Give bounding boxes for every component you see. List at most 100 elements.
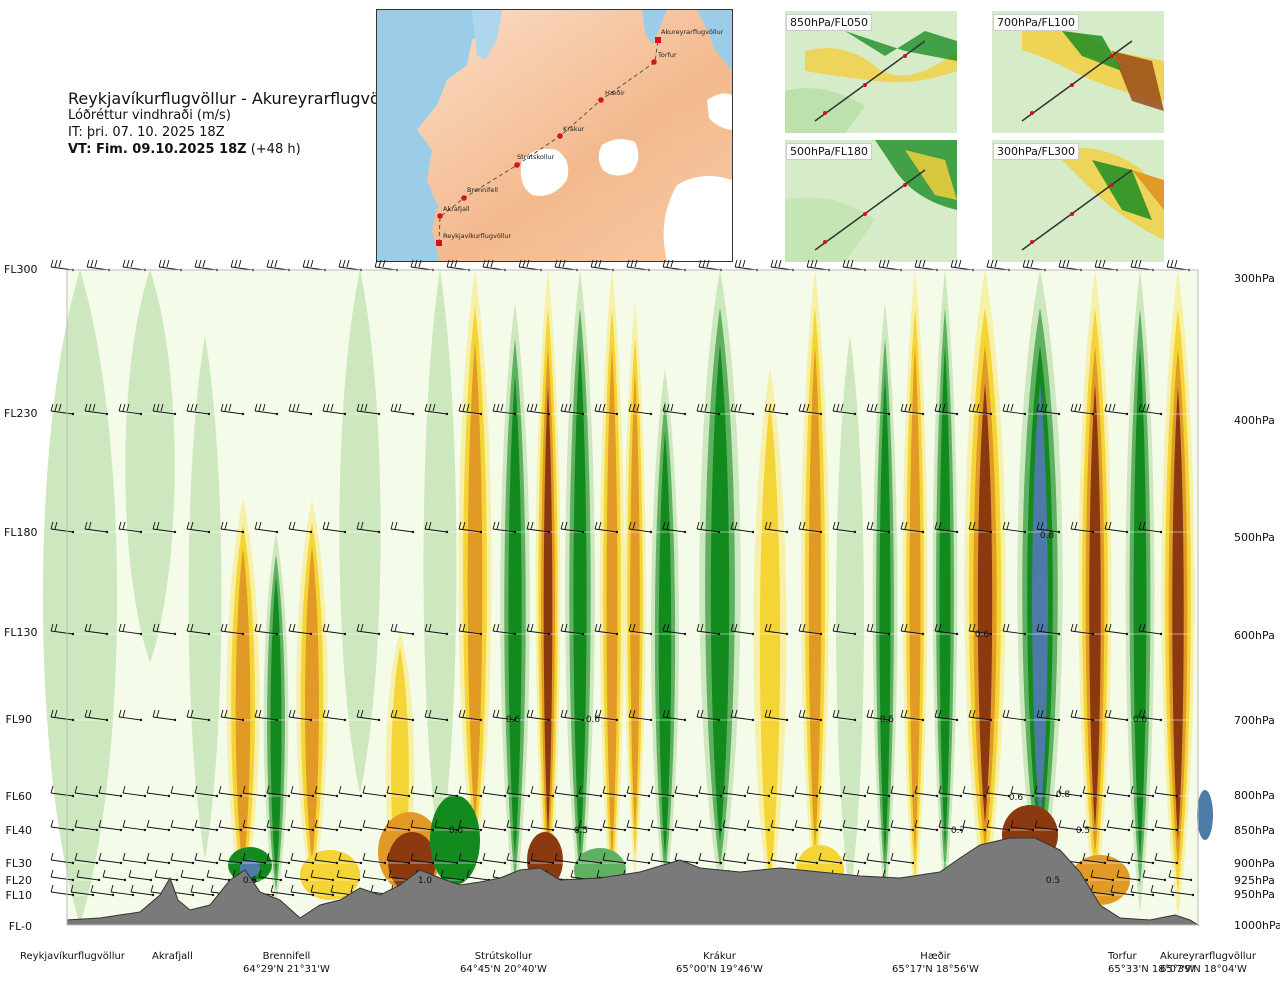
wind-barb-station: [1091, 632, 1095, 636]
wind-barb-feather: [1168, 869, 1172, 878]
wind-barb-station: [151, 893, 155, 897]
minimap-label: 300hPa/FL300: [993, 143, 1080, 160]
wind-barb-station: [1151, 794, 1155, 798]
wind-barb: [1138, 716, 1162, 721]
wind-barb-feather: [900, 521, 904, 530]
wind-barb-feather: [492, 709, 496, 718]
wind-barb-feather: [874, 403, 878, 412]
wind-barb: [746, 826, 770, 831]
wind-barb-feather: [462, 623, 466, 632]
wind-barb-station: [383, 828, 387, 832]
wind-barb-feather: [554, 259, 558, 268]
wind-barb: [492, 630, 516, 635]
contour-label: 0.5: [574, 826, 588, 836]
wind-barb-station: [343, 530, 347, 534]
wind-barb: [1082, 792, 1106, 797]
fl-label: FL230: [4, 407, 38, 420]
wind-barb-feather: [242, 852, 246, 861]
wind-barb-feather: [602, 403, 606, 412]
wind-barb: [50, 528, 74, 533]
wind-barb-feather: [122, 852, 126, 861]
wind-barb-station: [1127, 828, 1131, 832]
wind-barb-feather: [886, 259, 890, 268]
contour-label: 0.6: [449, 826, 464, 836]
issue-time: IT: þri. 07. 10. 2025 18Z: [68, 125, 225, 140]
wind-barb-feather: [242, 785, 246, 794]
wind-barb-station: [1163, 878, 1167, 882]
wind-barb-station: [575, 861, 579, 865]
wind-barb: [220, 630, 244, 635]
wind-barb-station: [527, 828, 531, 832]
wind-barb-feather: [170, 819, 174, 828]
wind-barb-feather: [666, 403, 670, 412]
wind-barb: [242, 792, 266, 797]
wind-barb-feather: [190, 709, 194, 718]
wind-barb: [1010, 792, 1034, 797]
wind-barb: [194, 826, 218, 831]
wind-barb: [594, 410, 618, 415]
wind-barb-feather: [1010, 785, 1014, 794]
wind-barb-feather: [770, 852, 774, 861]
wind-barb-feather: [530, 819, 534, 828]
wind-barb: [218, 792, 242, 797]
wind-barb-feather: [632, 403, 636, 412]
route-map: Akureyrarflugvöllur Torfur Hæðir Krákur …: [376, 9, 733, 262]
wind-barb-station: [767, 828, 771, 832]
wind-barb-feather: [218, 819, 222, 828]
wind-barb-station: [71, 794, 75, 798]
wind-barb: [934, 410, 958, 415]
wind-barb: [968, 630, 992, 635]
wind-barb-feather: [1098, 259, 1102, 268]
wind-barb-feather: [54, 623, 58, 632]
wind-barb: [458, 716, 482, 721]
wind-barb-station: [271, 893, 275, 897]
wind-barb: [506, 792, 530, 797]
wind-barb-feather: [156, 403, 160, 412]
minimap-graphic: [785, 140, 957, 262]
velocity-band: [909, 346, 921, 855]
wind-barb-feather: [362, 785, 366, 794]
wind-barb-station: [309, 718, 313, 722]
wind-barb: [798, 410, 822, 415]
wind-barb-feather: [818, 852, 822, 861]
wind-barb-feather: [424, 709, 428, 718]
waypoint-marker: [437, 213, 443, 219]
wind-barb-station: [785, 632, 789, 636]
wind-barb-feather: [1036, 623, 1040, 632]
wind-barb-station: [445, 632, 449, 636]
velocity-band: [977, 383, 993, 824]
wind-barb-feather: [1116, 869, 1120, 878]
wind-barb-station: [335, 828, 339, 832]
wind-barb-station: [207, 412, 211, 416]
wind-barb: [1070, 528, 1094, 533]
wind-barb-feather: [76, 869, 80, 878]
wind-barb-feather: [626, 785, 630, 794]
wind-barb: [314, 826, 338, 831]
route-map-graphic: Akureyrarflugvöllur Torfur Hæðir Krákur …: [377, 10, 732, 261]
wind-barb-station: [547, 632, 551, 636]
wind-barb-feather: [270, 259, 274, 268]
wind-barb-station: [989, 718, 993, 722]
wind-barb-station: [1159, 530, 1163, 534]
wind-barb-feather: [628, 709, 632, 718]
wind-barb: [118, 410, 142, 415]
wind-barb-feather: [54, 259, 58, 268]
wind-barb-station: [239, 861, 243, 865]
wind-barb: [696, 528, 720, 533]
wind-barb: [362, 792, 386, 797]
contour-label: 0.5: [880, 715, 894, 725]
wind-barb: [730, 630, 754, 635]
wind-barb-feather: [254, 623, 258, 632]
wind-barb-station: [239, 794, 243, 798]
wind-barb: [900, 528, 924, 533]
wind-barb-feather: [778, 259, 782, 268]
wind-barb: [434, 792, 458, 797]
hpa-label: 1000hPa: [1234, 919, 1280, 932]
station-label: Brennifell 64°29'N 21°31'W: [243, 951, 330, 975]
wind-barb-station: [1079, 861, 1083, 865]
wind-barb: [130, 891, 154, 896]
wind-barb-station: [279, 878, 283, 882]
wind-barb-feather: [266, 819, 270, 828]
wind-barb-feather: [170, 852, 174, 861]
map-label: Reykjavíkurflugvöllur: [443, 232, 512, 240]
